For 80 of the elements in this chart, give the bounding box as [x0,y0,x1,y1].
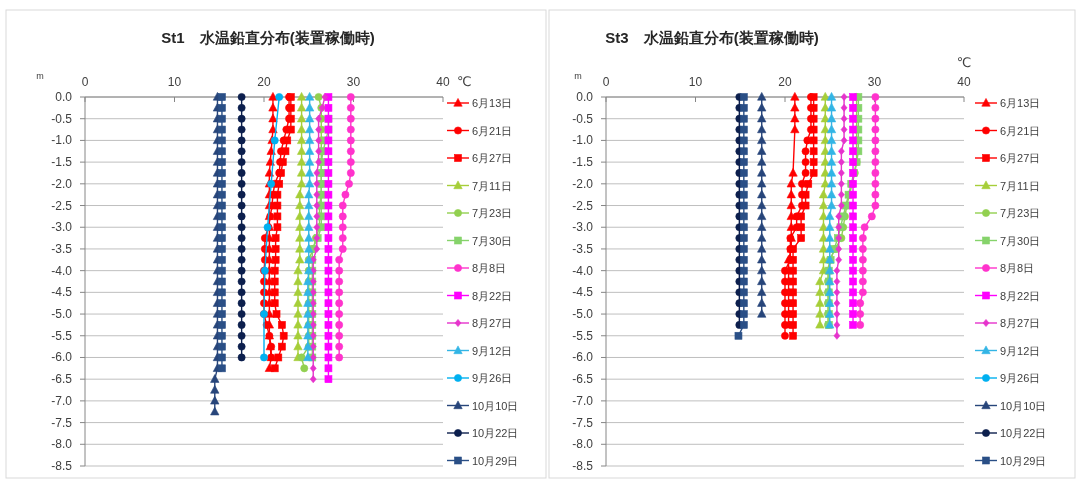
x-tick-label: 10 [688,75,703,89]
x-tick-label: 0 [602,75,610,89]
y-tick-label: -2.5 [51,198,73,213]
legend-label: 6月21日 [1000,124,1041,137]
legend-label: 9月26日 [1000,372,1041,384]
legend-label: 9月26日 [472,372,513,384]
y-tick-label: -7.5 [572,415,594,430]
y-tick-label: -5.5 [572,328,594,343]
legend-label: 7月30日 [472,234,513,247]
legend-label: 7月11日 [472,179,512,192]
legend-label: 9月12日 [1000,344,1041,357]
legend-label: 10月22日 [1000,427,1047,439]
y-tick-label: -2.5 [572,198,594,213]
y-tick-label: -1.5 [51,155,73,170]
legend-label: 7月23日 [472,207,513,219]
chart-title: St1 水温鉛直分布(装置稼働時) [161,29,375,46]
x-tick-label: 30 [867,75,882,89]
y-tick-label: -7.0 [572,393,594,408]
y-tick-label: -4.5 [572,285,594,300]
y-tick-label: -6.5 [572,372,594,387]
y-tick-label: -4.0 [572,263,594,278]
y-tick-label: -7.5 [51,415,73,430]
y-tick-label: -1.5 [572,155,594,170]
y-tick-label: -7.0 [51,393,73,408]
y-tick-label: -8.5 [51,459,73,473]
legend-label: 6月27日 [472,152,513,164]
y-tick-label: 0.0 [55,90,73,104]
y-tick-label: -3.0 [572,220,594,235]
legend-label: 10月10日 [1000,399,1047,412]
x-tick-label: 40 [436,75,450,89]
chart-title: St3 水温鉛直分布(装置稼働時) [605,29,819,46]
x-tick-label: 10 [167,75,182,89]
legend-label: 7月23日 [1000,207,1041,219]
y-tick-label: -8.0 [572,437,594,452]
legend-label: 8月22日 [1000,289,1041,302]
x-axis-title: ℃ [956,55,972,70]
legend-label: 6月13日 [1000,97,1041,109]
legend-label: 8月27日 [1000,317,1041,329]
y-tick-label: -5.5 [51,328,73,343]
y-tick-label: -1.0 [51,133,73,148]
legend-label: 7月11日 [1000,179,1040,192]
x-tick-label: 30 [346,75,361,89]
x-tick-label: 20 [257,75,271,89]
legend-label: 8月22日 [472,289,513,302]
legend-label: 8月8日 [472,262,507,274]
legend-label: 10月29日 [472,454,519,467]
y-tick-label: -8.0 [51,437,73,452]
x-tick-label: 20 [778,75,792,89]
y-tick-label: -1.0 [572,133,594,148]
legend-label: 8月27日 [472,317,513,329]
y-tick-label: -6.5 [51,372,73,387]
y-tick-label: -3.0 [51,220,73,235]
y-tick-label: -4.5 [51,285,73,300]
y-axis-title: m [574,71,582,81]
x-axis-title: ℃ [457,74,472,89]
legend-label: 10月22日 [472,427,519,439]
y-tick-label: -6.0 [572,350,594,365]
y-tick-label: -5.0 [51,307,73,322]
y-tick-label: -8.5 [572,459,594,473]
y-axis-title: m [36,71,44,81]
legend-label: 10月10日 [472,399,519,412]
x-tick-label: 0 [81,75,89,89]
legend-label: 7月30日 [1000,234,1041,247]
y-tick-label: -2.0 [51,176,73,191]
legend-label: 9月12日 [472,344,513,357]
legend-label: 6月27日 [1000,152,1041,164]
legend-label: 6月13日 [472,97,513,109]
legend-label: 10月29日 [1000,454,1047,467]
x-tick-label: 40 [957,75,971,89]
y-tick-label: -3.5 [51,241,73,256]
y-tick-label: -6.0 [51,350,73,365]
y-tick-label: -4.0 [51,263,73,278]
y-tick-label: -2.0 [572,176,594,191]
y-tick-label: -0.5 [51,111,73,126]
y-tick-label: 0.0 [576,90,594,104]
legend-label: 6月21日 [472,124,513,137]
y-tick-label: -3.5 [572,241,594,256]
legend-label: 8月8日 [1000,262,1035,274]
y-tick-label: -5.0 [572,307,594,322]
y-tick-label: -0.5 [572,111,594,126]
